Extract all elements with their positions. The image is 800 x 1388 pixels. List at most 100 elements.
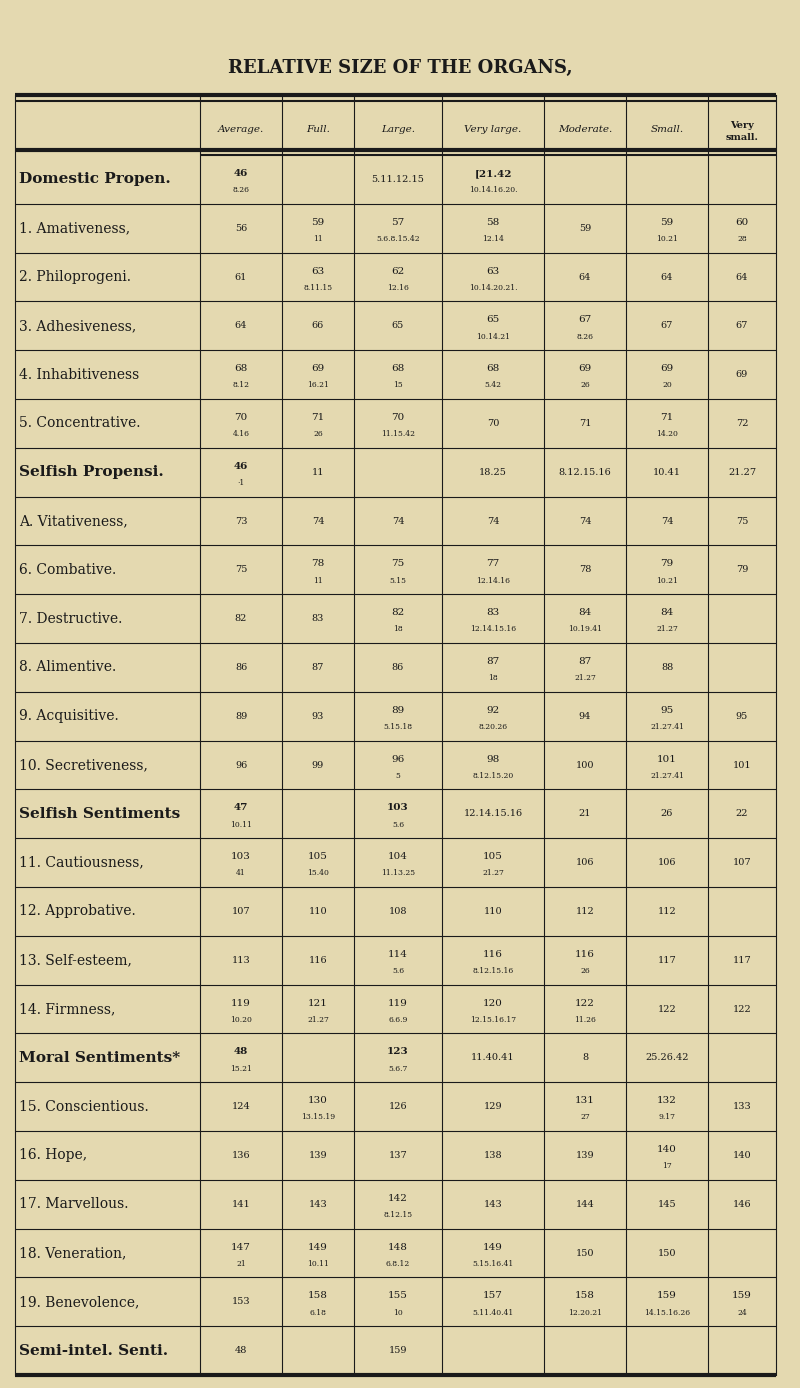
Text: 95: 95 <box>660 706 674 715</box>
Text: 92: 92 <box>486 706 500 715</box>
Text: 98: 98 <box>486 755 500 763</box>
Text: 48: 48 <box>234 1048 248 1056</box>
Text: 75: 75 <box>391 559 405 569</box>
Text: 8.11.15: 8.11.15 <box>303 283 333 291</box>
Text: 14. Firmness,: 14. Firmness, <box>19 1002 115 1016</box>
Text: 22: 22 <box>736 809 748 819</box>
Text: 70: 70 <box>391 414 405 422</box>
Text: 8.12.15.16: 8.12.15.16 <box>472 967 514 974</box>
Text: Small.: Small. <box>650 125 683 135</box>
Text: 5.15.16.41: 5.15.16.41 <box>472 1260 514 1267</box>
Text: 67: 67 <box>661 321 673 330</box>
Text: 69: 69 <box>736 371 748 379</box>
Text: 140: 140 <box>657 1145 677 1153</box>
Text: 68: 68 <box>234 364 248 373</box>
Text: 150: 150 <box>658 1248 676 1258</box>
Text: 104: 104 <box>388 852 408 861</box>
Text: 123: 123 <box>387 1048 409 1056</box>
Text: 117: 117 <box>733 956 751 965</box>
Text: Large.: Large. <box>381 125 415 135</box>
Text: 25.26.42: 25.26.42 <box>646 1053 689 1062</box>
Text: 64: 64 <box>579 272 591 282</box>
Text: 137: 137 <box>389 1151 407 1160</box>
Text: 8.12.15.16: 8.12.15.16 <box>558 468 611 476</box>
Text: 62: 62 <box>391 266 405 276</box>
Text: 105: 105 <box>308 852 328 861</box>
Text: 9.17: 9.17 <box>658 1113 675 1122</box>
Text: 75: 75 <box>736 516 748 526</box>
Text: 99: 99 <box>312 761 324 769</box>
Text: 41: 41 <box>236 869 246 877</box>
Text: 20: 20 <box>662 382 672 390</box>
Text: 130: 130 <box>308 1097 328 1105</box>
Text: 59: 59 <box>311 218 325 226</box>
Text: 5. Concentrative.: 5. Concentrative. <box>19 416 141 430</box>
Text: 141: 141 <box>232 1199 250 1209</box>
Text: 12.14: 12.14 <box>482 235 504 243</box>
Text: 8.12: 8.12 <box>233 382 250 390</box>
Text: 27: 27 <box>580 1113 590 1122</box>
Text: 61: 61 <box>235 272 247 282</box>
Text: 158: 158 <box>308 1291 328 1301</box>
Text: 8.12.15: 8.12.15 <box>383 1210 413 1219</box>
Text: 74: 74 <box>486 516 499 526</box>
Text: 79: 79 <box>736 565 748 575</box>
Text: 101: 101 <box>657 755 677 763</box>
Text: 3. Adhesiveness,: 3. Adhesiveness, <box>19 319 136 333</box>
Text: 5.6.7: 5.6.7 <box>388 1065 408 1073</box>
Text: 16. Hope,: 16. Hope, <box>19 1148 87 1162</box>
Text: 12.20.21: 12.20.21 <box>568 1309 602 1317</box>
Text: [21.42: [21.42 <box>474 169 512 178</box>
Text: 138: 138 <box>484 1151 502 1160</box>
Text: 89: 89 <box>235 712 247 720</box>
Text: 110: 110 <box>309 906 327 916</box>
Text: 67: 67 <box>736 321 748 330</box>
Text: 26: 26 <box>580 967 590 974</box>
Text: 159: 159 <box>732 1291 752 1301</box>
Text: 122: 122 <box>575 998 595 1008</box>
Text: 8.26: 8.26 <box>233 186 250 194</box>
Text: 78: 78 <box>311 559 325 569</box>
Text: Full.: Full. <box>306 125 330 135</box>
Text: 114: 114 <box>388 949 408 959</box>
Text: 28: 28 <box>737 235 747 243</box>
Text: 12.14.15.16: 12.14.15.16 <box>470 626 516 633</box>
Text: 140: 140 <box>733 1151 751 1160</box>
Text: 10.20: 10.20 <box>230 1016 252 1024</box>
Text: 26: 26 <box>580 382 590 390</box>
Text: 7. Destructive.: 7. Destructive. <box>19 612 122 626</box>
Text: 131: 131 <box>575 1097 595 1105</box>
Text: 158: 158 <box>575 1291 595 1301</box>
Text: 82: 82 <box>391 608 405 618</box>
Text: 103: 103 <box>231 852 251 861</box>
Text: 71: 71 <box>660 414 674 422</box>
Text: 15. Conscientious.: 15. Conscientious. <box>19 1099 149 1113</box>
Text: 112: 112 <box>658 906 676 916</box>
Text: 21: 21 <box>236 1260 246 1267</box>
Text: 83: 83 <box>312 613 324 623</box>
Text: 96: 96 <box>235 761 247 769</box>
Text: 5.11.40.41: 5.11.40.41 <box>472 1309 514 1317</box>
Text: 16.21: 16.21 <box>307 382 329 390</box>
Text: 86: 86 <box>392 663 404 672</box>
Text: 64: 64 <box>661 272 673 282</box>
Text: 56: 56 <box>235 223 247 233</box>
Text: 106: 106 <box>658 858 676 868</box>
Text: 13. Self-esteem,: 13. Self-esteem, <box>19 954 132 967</box>
Text: 69: 69 <box>578 364 592 373</box>
Text: 148: 148 <box>388 1242 408 1252</box>
Text: 71: 71 <box>578 419 591 428</box>
Text: 10.41: 10.41 <box>653 468 681 476</box>
Text: 149: 149 <box>308 1242 328 1252</box>
Text: 67: 67 <box>578 315 592 325</box>
Text: 159: 159 <box>389 1346 407 1355</box>
Text: 116: 116 <box>575 949 595 959</box>
Text: 4.16: 4.16 <box>233 430 250 439</box>
Text: 72: 72 <box>736 419 748 428</box>
Text: 46: 46 <box>234 462 248 471</box>
Text: 5.15.18: 5.15.18 <box>383 723 413 731</box>
Text: 93: 93 <box>312 712 324 720</box>
Text: 153: 153 <box>232 1298 250 1306</box>
Text: 18. Veneration,: 18. Veneration, <box>19 1246 126 1260</box>
Text: 66: 66 <box>312 321 324 330</box>
